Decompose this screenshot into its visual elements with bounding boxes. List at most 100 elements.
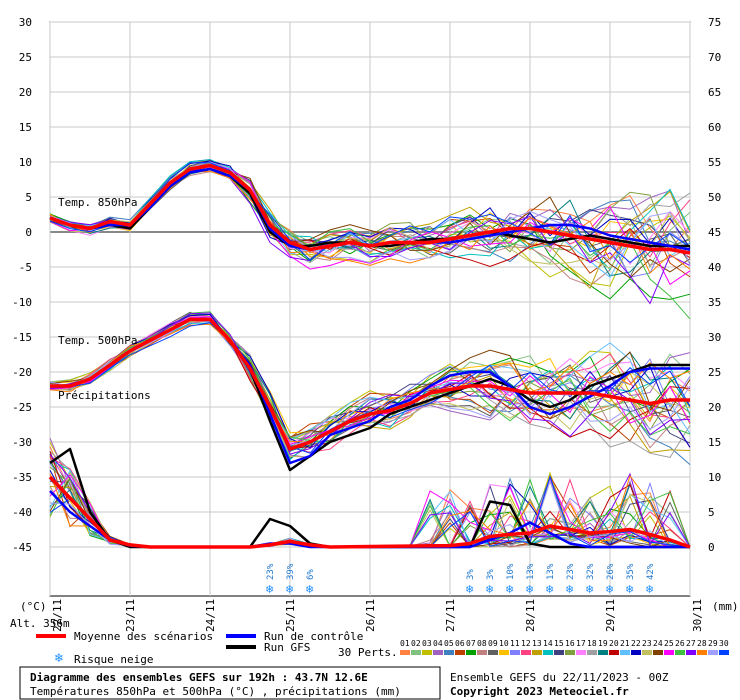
date-tick-label: 29/11 [604, 599, 617, 632]
altitude-label: Alt. 356m [10, 617, 70, 630]
snow-risk-pct: 6% [306, 569, 316, 580]
pert-number: 25 [664, 639, 674, 648]
footer-subtitle: Températures 850hPa et 500hPa (°C) , pré… [30, 685, 401, 698]
pert-number: 09 [488, 639, 498, 648]
pert-swatch [433, 650, 443, 655]
pert-number: 17 [576, 639, 586, 648]
pert-number: 23 [642, 639, 652, 648]
pert-swatch [708, 650, 718, 655]
legend-gfs-label: Run GFS [264, 641, 310, 654]
pert-swatch [587, 650, 597, 655]
left-tick-label: 20 [19, 86, 32, 99]
footer-run: Ensemble GEFS du 22/11/2023 - 00Z [450, 671, 669, 684]
snow-risk-pct: 3% [486, 569, 496, 580]
snowflake-icon: ❄ [605, 583, 614, 596]
pert-swatch [719, 650, 729, 655]
left-tick-label: 0 [25, 226, 32, 239]
right-tick-label: 50 [708, 191, 721, 204]
left-axis-unit: (°C) [20, 600, 47, 613]
pert-swatch [400, 650, 410, 655]
left-tick-label: -5 [19, 261, 32, 274]
right-tick-label: 40 [708, 261, 721, 274]
date-tick-label: 25/11 [284, 599, 297, 632]
perturbation-legend: 01 02 03 04 05 06 07 08 09 10 11 12 13 14 15 16 17 18 19 20… [400, 639, 729, 655]
right-tick-label: 0 [708, 541, 715, 554]
pert-number: 08 [477, 639, 487, 648]
pert-swatch [686, 650, 696, 655]
pert-swatch [620, 650, 630, 655]
pert-number: 29 [708, 639, 718, 648]
left-tick-label: -40 [12, 506, 32, 519]
pert-swatch [664, 650, 674, 655]
legend: Moyenne des scénarios Run de contrôle Ru… [36, 630, 729, 666]
snowflake-icon: ❄ [525, 583, 534, 596]
footer-title: Diagramme des ensembles GEFS sur 192h : … [30, 671, 368, 684]
right-tick-label: 20 [708, 401, 721, 414]
pert-number: 10 [499, 639, 509, 648]
pert-number: 01 [400, 639, 410, 648]
label-t500: Temp. 500hPa [58, 334, 137, 347]
right-tick-label: 30 [708, 331, 721, 344]
pert-number: 05 [444, 639, 454, 648]
right-tick-label: 35 [708, 296, 721, 309]
left-tick-label: 30 [19, 16, 32, 29]
left-tick-label: -20 [12, 366, 32, 379]
pert-swatch [598, 650, 608, 655]
pert-swatch [411, 650, 421, 655]
right-tick-label: 55 [708, 156, 721, 169]
pert-swatch [554, 650, 564, 655]
pert-swatch [697, 650, 707, 655]
snowflake-icon: ❄ [565, 583, 574, 596]
member-t850-line [49, 160, 691, 249]
pert-number: 27 [686, 639, 696, 648]
pert-swatch [609, 650, 619, 655]
pert-swatch [444, 650, 454, 655]
pert-number: 20 [609, 639, 619, 648]
pert-number: 11 [510, 639, 520, 648]
snow-risk-pct: 23% [266, 563, 276, 580]
snow-risk-pct: 32% [586, 563, 596, 580]
member-t500-line [49, 315, 691, 445]
pert-swatch [532, 650, 542, 655]
right-tick-label: 5 [708, 506, 715, 519]
snow-risk-pct: 39% [286, 563, 296, 580]
date-tick-label: 24/11 [204, 599, 217, 632]
date-tick-label: 27/11 [444, 599, 457, 632]
left-tick-label: 15 [19, 121, 32, 134]
pert-swatch [455, 650, 465, 655]
pert-number: 18 [587, 639, 597, 648]
snow-risk-pct: 13% [526, 563, 536, 580]
pert-number: 16 [565, 639, 575, 648]
series-t500-line [50, 317, 690, 451]
right-tick-label: 25 [708, 366, 721, 379]
snowflake-icon: ❄ [505, 583, 514, 596]
pert-swatch [499, 650, 509, 655]
snow-risk-pct: 26% [606, 563, 616, 580]
snowflake-icon: ❄ [265, 583, 274, 596]
legend-mean-label: Moyenne des scénarios [74, 630, 213, 643]
snowflake-icon: ❄ [54, 651, 64, 665]
pert-number: 12 [521, 639, 531, 648]
first-date-label: 22/11 [51, 599, 64, 632]
perts-label: 30 Perts. [338, 646, 398, 659]
pert-number: 03 [422, 639, 432, 648]
left-tick-label: 25 [19, 51, 32, 64]
right-tick-label: 75 [708, 16, 721, 29]
pert-swatch [422, 650, 432, 655]
pert-swatch [543, 650, 553, 655]
left-tick-label: 10 [19, 156, 32, 169]
pert-swatch [477, 650, 487, 655]
pert-number: 06 [455, 639, 465, 648]
pert-swatch [521, 650, 531, 655]
pert-number: 02 [411, 639, 421, 648]
label-precip: Précipitations [58, 389, 151, 402]
footer-box [19, 666, 441, 700]
legend-control-label: Run de contrôle [264, 630, 363, 643]
pert-number: 04 [433, 639, 443, 648]
snow-risk-pct: 42% [646, 563, 656, 580]
snow-risk-pct: 35% [626, 563, 636, 580]
right-tick-label: 70 [708, 51, 721, 64]
snow-risk-row: 23% ❄ 39% ❄ 6% ❄ 3% ❄ 3% ❄ 10% ❄ 13% ❄ 13% ❄ 23% ❄ 32% ❄ 26%… [265, 563, 656, 596]
pert-swatch [510, 650, 520, 655]
right-tick-label: 60 [708, 121, 721, 134]
